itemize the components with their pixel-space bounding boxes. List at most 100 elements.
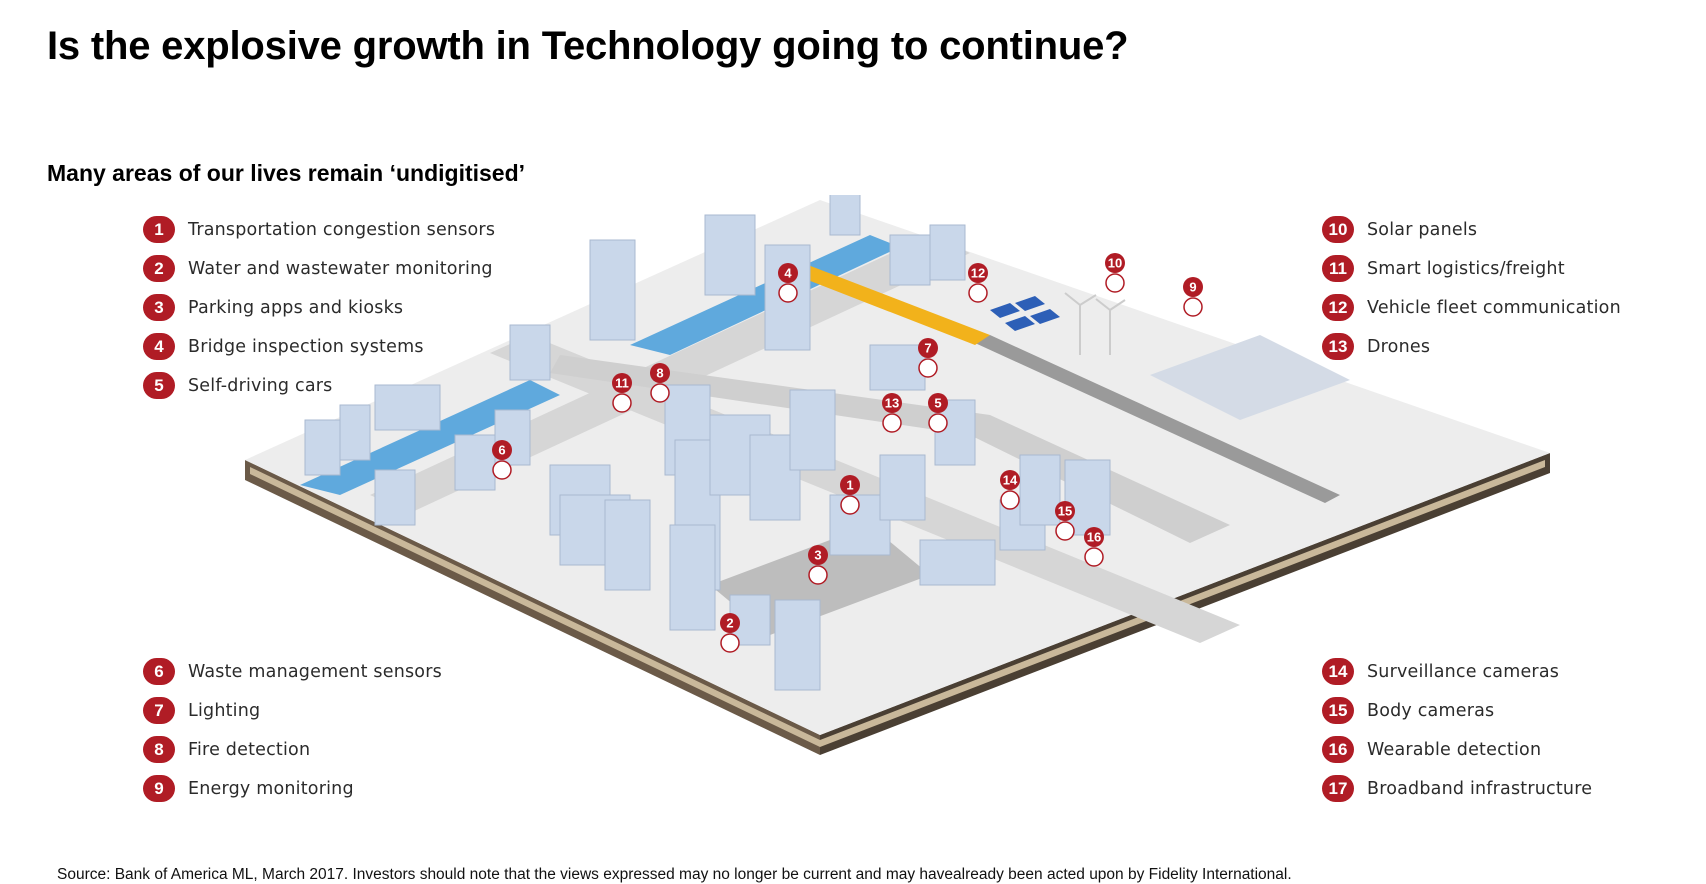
svg-text:16: 16 bbox=[1087, 530, 1101, 545]
map-pin: 14 bbox=[1000, 470, 1020, 510]
svg-text:6: 6 bbox=[498, 443, 505, 458]
svg-text:3: 3 bbox=[814, 548, 821, 563]
number-badge: 7 bbox=[143, 697, 175, 724]
legend-label: Drones bbox=[1367, 336, 1431, 357]
legend-label: Water and wastewater monitoring bbox=[188, 258, 493, 279]
map-pin: 10 bbox=[1105, 253, 1125, 293]
legend-item: 5 Self-driving cars bbox=[143, 366, 603, 405]
legend-top-right: 10 Solar panels 11 Smart logistics/freight 1… bbox=[1322, 210, 1706, 366]
train bbox=[795, 265, 990, 345]
number-badge: 11 bbox=[1322, 255, 1354, 282]
number-badge: 1 bbox=[143, 216, 175, 243]
legend-bottom-right: 14 Surveillance cameras 15 Body cameras 16 We… bbox=[1322, 652, 1706, 808]
number-badge: 16 bbox=[1322, 736, 1354, 763]
legend-label: Bridge inspection systems bbox=[188, 336, 424, 357]
svg-text:11: 11 bbox=[615, 376, 629, 391]
legend-item: 4 Bridge inspection systems bbox=[143, 327, 603, 366]
map-pin: 5 bbox=[928, 393, 948, 433]
legend-item: 1 Transportation congestion sensors bbox=[143, 210, 603, 249]
legend-item: 9 Energy monitoring bbox=[143, 769, 603, 808]
water-canal-left bbox=[300, 380, 560, 495]
number-badge: 6 bbox=[143, 658, 175, 685]
legend-label: Vehicle fleet communication bbox=[1367, 297, 1621, 318]
map-pin: 9 bbox=[1183, 277, 1203, 317]
svg-text:14: 14 bbox=[1003, 473, 1018, 488]
legend-label: Transportation congestion sensors bbox=[188, 219, 496, 240]
legend-item: 14 Surveillance cameras bbox=[1322, 652, 1706, 691]
legend-item: 17 Broadband infrastructure bbox=[1322, 769, 1706, 808]
number-badge: 12 bbox=[1322, 294, 1354, 321]
source-note: Source: Bank of America ML, March 2017. … bbox=[57, 866, 1292, 883]
legend-label: Lighting bbox=[188, 700, 261, 721]
number-badge: 14 bbox=[1322, 658, 1354, 685]
map-pin: 16 bbox=[1084, 527, 1104, 567]
legend-item: 15 Body cameras bbox=[1322, 691, 1706, 730]
map-pin: 12 bbox=[968, 263, 988, 303]
legend-item: 12 Vehicle fleet communication bbox=[1322, 288, 1706, 327]
map-pin: 11 bbox=[612, 373, 632, 413]
svg-text:9: 9 bbox=[1189, 280, 1196, 295]
map-pin: 13 bbox=[882, 393, 902, 433]
map-pin: 7 bbox=[918, 338, 938, 378]
slide-subtitle: Many areas of our lives remain ‘undigiti… bbox=[47, 160, 526, 186]
map-pin: 2 bbox=[720, 613, 740, 653]
svg-text:8: 8 bbox=[656, 366, 663, 381]
legend-item: 10 Solar panels bbox=[1322, 210, 1706, 249]
legend-label: Wearable detection bbox=[1367, 739, 1542, 760]
legend-label: Surveillance cameras bbox=[1367, 661, 1560, 682]
wind-turbines bbox=[1064, 292, 1126, 355]
svg-text:12: 12 bbox=[971, 266, 985, 281]
number-badge: 9 bbox=[143, 775, 175, 802]
svg-text:13: 13 bbox=[885, 396, 899, 411]
legend-label: Broadband infrastructure bbox=[1367, 778, 1593, 799]
buildings bbox=[304, 195, 1111, 691]
number-badge: 8 bbox=[143, 736, 175, 763]
svg-text:15: 15 bbox=[1058, 504, 1072, 519]
legend-item: 13 Drones bbox=[1322, 327, 1706, 366]
number-badge: 15 bbox=[1322, 697, 1354, 724]
number-badge: 4 bbox=[143, 333, 175, 360]
legend-label: Waste management sensors bbox=[188, 661, 442, 682]
svg-text:5: 5 bbox=[934, 396, 941, 411]
map-pin: 15 bbox=[1055, 501, 1075, 541]
warehouse bbox=[1150, 335, 1350, 420]
legend-label: Smart logistics/freight bbox=[1367, 258, 1565, 279]
number-badge: 5 bbox=[143, 372, 175, 399]
number-badge: 13 bbox=[1322, 333, 1354, 360]
number-badge: 3 bbox=[143, 294, 175, 321]
slide-title: Is the explosive growth in Technology go… bbox=[47, 24, 1129, 68]
legend-item: 3 Parking apps and kiosks bbox=[143, 288, 603, 327]
svg-text:4: 4 bbox=[784, 266, 792, 281]
map-pin: 1 bbox=[840, 475, 860, 515]
legend-top-left: 1 Transportation congestion sensors 2 Water… bbox=[143, 210, 603, 405]
legend-item: 2 Water and wastewater monitoring bbox=[143, 249, 603, 288]
map-pin: 3 bbox=[808, 545, 828, 585]
legend-item: 8 Fire detection bbox=[143, 730, 603, 769]
legend-label: Energy monitoring bbox=[188, 778, 354, 799]
number-badge: 17 bbox=[1322, 775, 1354, 802]
svg-text:7: 7 bbox=[924, 341, 931, 356]
road-curve bbox=[550, 355, 1230, 543]
legend-label: Body cameras bbox=[1367, 700, 1495, 721]
solar-panels bbox=[990, 296, 1060, 331]
legend-item: 7 Lighting bbox=[143, 691, 603, 730]
number-badge: 10 bbox=[1322, 216, 1354, 243]
number-badge: 2 bbox=[143, 255, 175, 282]
svg-text:2: 2 bbox=[726, 616, 733, 631]
map-pin: 6 bbox=[492, 440, 512, 480]
legend-bottom-left: 6 Waste management sensors 7 Lighting 8 Fire … bbox=[143, 652, 603, 808]
railway-track bbox=[975, 335, 1340, 503]
legend-item: 11 Smart logistics/freight bbox=[1322, 249, 1706, 288]
legend-item: 6 Waste management sensors bbox=[143, 652, 603, 691]
map-pin: 4 bbox=[778, 263, 798, 303]
svg-text:10: 10 bbox=[1108, 256, 1122, 271]
legend-item: 16 Wearable detection bbox=[1322, 730, 1706, 769]
svg-text:1: 1 bbox=[846, 478, 853, 493]
legend-label: Fire detection bbox=[188, 739, 311, 760]
legend-label: Parking apps and kiosks bbox=[188, 297, 404, 318]
legend-label: Self-driving cars bbox=[188, 375, 333, 396]
legend-label: Solar panels bbox=[1367, 219, 1478, 240]
map-pin: 8 bbox=[650, 363, 670, 403]
